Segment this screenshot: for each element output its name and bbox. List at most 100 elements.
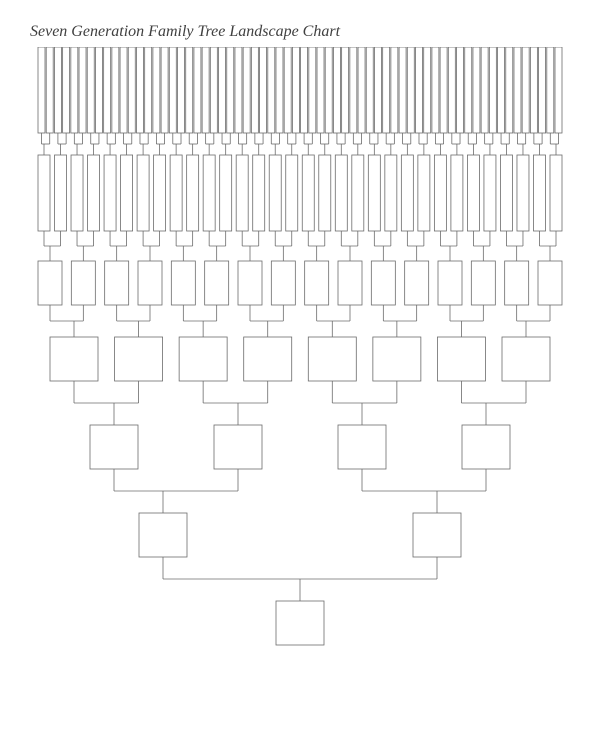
tree-box-g7-59	[522, 47, 529, 133]
tree-box-g7-5	[79, 47, 86, 133]
tree-box-g7-31	[292, 47, 299, 133]
tree-box-g5-2	[105, 261, 129, 305]
tree-box-g6-8	[170, 155, 182, 231]
tree-box-g6-26	[467, 155, 479, 231]
tree-box-g7-50	[448, 47, 455, 133]
tree-box-g4-1	[115, 337, 163, 381]
tree-box-g6-6	[137, 155, 149, 231]
tree-box-g6-31	[550, 155, 562, 231]
tree-box-g7-60	[530, 47, 537, 133]
tree-box-g5-15	[538, 261, 562, 305]
tree-box-g7-21	[210, 47, 217, 133]
tree-box-g6-9	[187, 155, 199, 231]
tree-box-g7-28	[268, 47, 275, 133]
tree-box-g7-22	[219, 47, 226, 133]
tree-box-g7-7	[95, 47, 102, 133]
tree-box-g7-3	[63, 47, 70, 133]
tree-box-g7-14	[153, 47, 160, 133]
tree-box-g5-8	[305, 261, 329, 305]
tree-box-g4-6	[437, 337, 485, 381]
tree-box-g6-18	[335, 155, 347, 231]
tree-box-g5-12	[438, 261, 462, 305]
tree-box-g6-21	[385, 155, 397, 231]
tree-box-g6-29	[517, 155, 529, 231]
tree-box-g7-29	[276, 47, 283, 133]
tree-box-g7-58	[514, 47, 521, 133]
tree-box-g2-0	[139, 513, 187, 557]
tree-box-g7-46	[415, 47, 422, 133]
tree-box-g7-13	[145, 47, 152, 133]
tree-box-g5-3	[138, 261, 162, 305]
tree-box-g6-1	[55, 155, 67, 231]
tree-box-g5-7	[271, 261, 295, 305]
tree-box-g6-19	[352, 155, 364, 231]
tree-box-g4-2	[179, 337, 227, 381]
tree-box-g5-14	[505, 261, 529, 305]
tree-box-g7-16	[169, 47, 176, 133]
tree-box-g7-24	[235, 47, 242, 133]
tree-box-g6-7	[154, 155, 166, 231]
tree-box-g3-3	[462, 425, 510, 469]
tree-box-g6-2	[71, 155, 83, 231]
tree-box-g7-43	[391, 47, 398, 133]
tree-box-g7-12	[136, 47, 143, 133]
tree-box-g5-1	[71, 261, 95, 305]
tree-box-g7-45	[407, 47, 414, 133]
tree-box-g7-1	[46, 47, 53, 133]
tree-box-g5-0	[38, 261, 62, 305]
tree-box-g7-27	[260, 47, 267, 133]
tree-box-g6-16	[302, 155, 314, 231]
tree-box-g7-62	[547, 47, 554, 133]
tree-box-g5-4	[171, 261, 195, 305]
tree-box-g6-15	[286, 155, 298, 231]
tree-box-g6-11	[220, 155, 232, 231]
tree-box-g2-1	[413, 513, 461, 557]
tree-box-g6-30	[533, 155, 545, 231]
tree-box-g7-37	[342, 47, 349, 133]
tree-box-g7-54	[481, 47, 488, 133]
tree-box-g6-28	[500, 155, 512, 231]
tree-box-g7-6	[87, 47, 94, 133]
tree-box-g1-0	[276, 601, 324, 645]
tree-box-g7-42	[383, 47, 390, 133]
tree-box-g5-13	[471, 261, 495, 305]
tree-box-g3-2	[338, 425, 386, 469]
tree-box-g6-0	[38, 155, 50, 231]
tree-box-g7-39	[358, 47, 365, 133]
tree-box-g7-51	[457, 47, 464, 133]
tree-box-g7-8	[104, 47, 111, 133]
tree-box-g7-19	[194, 47, 201, 133]
tree-box-g7-0	[38, 47, 45, 133]
tree-box-g4-7	[502, 337, 550, 381]
tree-box-g7-35	[325, 47, 332, 133]
tree-box-g7-9	[112, 47, 119, 133]
tree-box-g7-15	[161, 47, 168, 133]
tree-box-g6-20	[368, 155, 380, 231]
tree-box-g5-6	[238, 261, 262, 305]
tree-box-g7-47	[424, 47, 431, 133]
tree-box-g6-4	[104, 155, 116, 231]
tree-box-g7-55	[489, 47, 496, 133]
tree-box-g7-38	[350, 47, 357, 133]
tree-box-g6-12	[236, 155, 248, 231]
tree-box-g6-14	[269, 155, 281, 231]
tree-box-g7-56	[498, 47, 505, 133]
tree-box-g3-1	[214, 425, 262, 469]
tree-box-g7-41	[374, 47, 381, 133]
tree-box-g6-25	[451, 155, 463, 231]
tree-box-g7-17	[178, 47, 185, 133]
tree-box-g3-0	[90, 425, 138, 469]
tree-box-g6-27	[484, 155, 496, 231]
tree-box-g6-23	[418, 155, 430, 231]
tree-box-g6-17	[319, 155, 331, 231]
tree-box-g7-57	[506, 47, 513, 133]
tree-box-g7-25	[243, 47, 250, 133]
tree-box-g7-20	[202, 47, 209, 133]
tree-box-g7-53	[473, 47, 480, 133]
tree-box-g4-0	[50, 337, 98, 381]
tree-box-g7-36	[333, 47, 340, 133]
tree-box-g6-22	[401, 155, 413, 231]
tree-box-g7-44	[399, 47, 406, 133]
tree-box-g7-48	[432, 47, 439, 133]
tree-diagram	[20, 47, 580, 707]
